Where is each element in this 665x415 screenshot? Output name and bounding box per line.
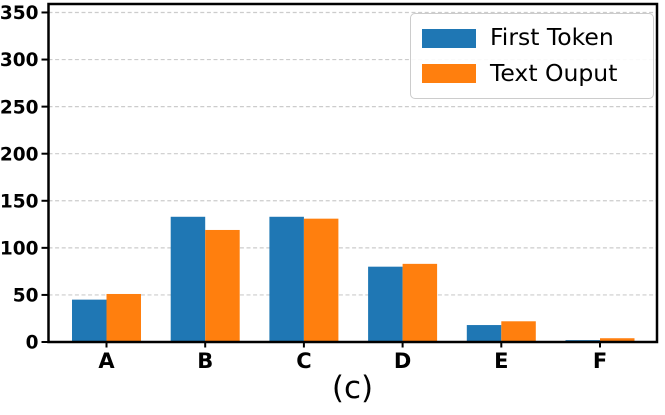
y-tick-label-350: 350 bbox=[0, 3, 39, 24]
bar-d-text-ouput bbox=[402, 263, 438, 342]
x-tick-label-b: B bbox=[197, 349, 213, 373]
text-ouput-swatch bbox=[422, 64, 476, 84]
subplot-caption: (c) bbox=[331, 370, 374, 406]
y-tick-label-200: 200 bbox=[0, 144, 39, 165]
x-tick-label-e: E bbox=[494, 349, 508, 373]
bar-c-first-token bbox=[269, 216, 304, 342]
legend-label-first-token: First Token bbox=[490, 23, 614, 52]
y-tick-label-100: 100 bbox=[0, 239, 39, 260]
y-tick-label-0: 0 bbox=[26, 333, 39, 354]
legend: First Token Text Ouput bbox=[410, 13, 654, 99]
x-tick-label-a: A bbox=[98, 349, 115, 373]
x-tick-label-d: D bbox=[394, 349, 411, 373]
bar-e-text-ouput bbox=[501, 321, 536, 342]
y-tick-label-150: 150 bbox=[0, 191, 39, 212]
bar-c-text-ouput bbox=[303, 218, 339, 342]
x-tick-label-f: F bbox=[593, 349, 607, 373]
plot-frame bbox=[47, 2, 659, 344]
bar-f-text-ouput bbox=[600, 338, 635, 342]
first-token-swatch bbox=[422, 28, 476, 48]
x-tick-label-c: C bbox=[296, 349, 311, 373]
bar-e-first-token bbox=[466, 325, 502, 342]
legend-label-text-ouput: Text Ouput bbox=[490, 59, 618, 88]
y-tick-label-250: 250 bbox=[0, 97, 39, 118]
bar-b-text-ouput bbox=[205, 229, 240, 342]
y-tick-label-50: 50 bbox=[13, 286, 39, 307]
bar-a-first-token bbox=[72, 299, 107, 342]
bar-b-first-token bbox=[170, 216, 206, 342]
legend-item-text-ouput: Text Ouput bbox=[422, 62, 653, 86]
bar-a-text-ouput bbox=[106, 293, 141, 342]
y-tick-label-300: 300 bbox=[0, 50, 39, 71]
bar-d-first-token bbox=[368, 266, 403, 342]
legend-item-first-token: First Token bbox=[422, 26, 653, 50]
